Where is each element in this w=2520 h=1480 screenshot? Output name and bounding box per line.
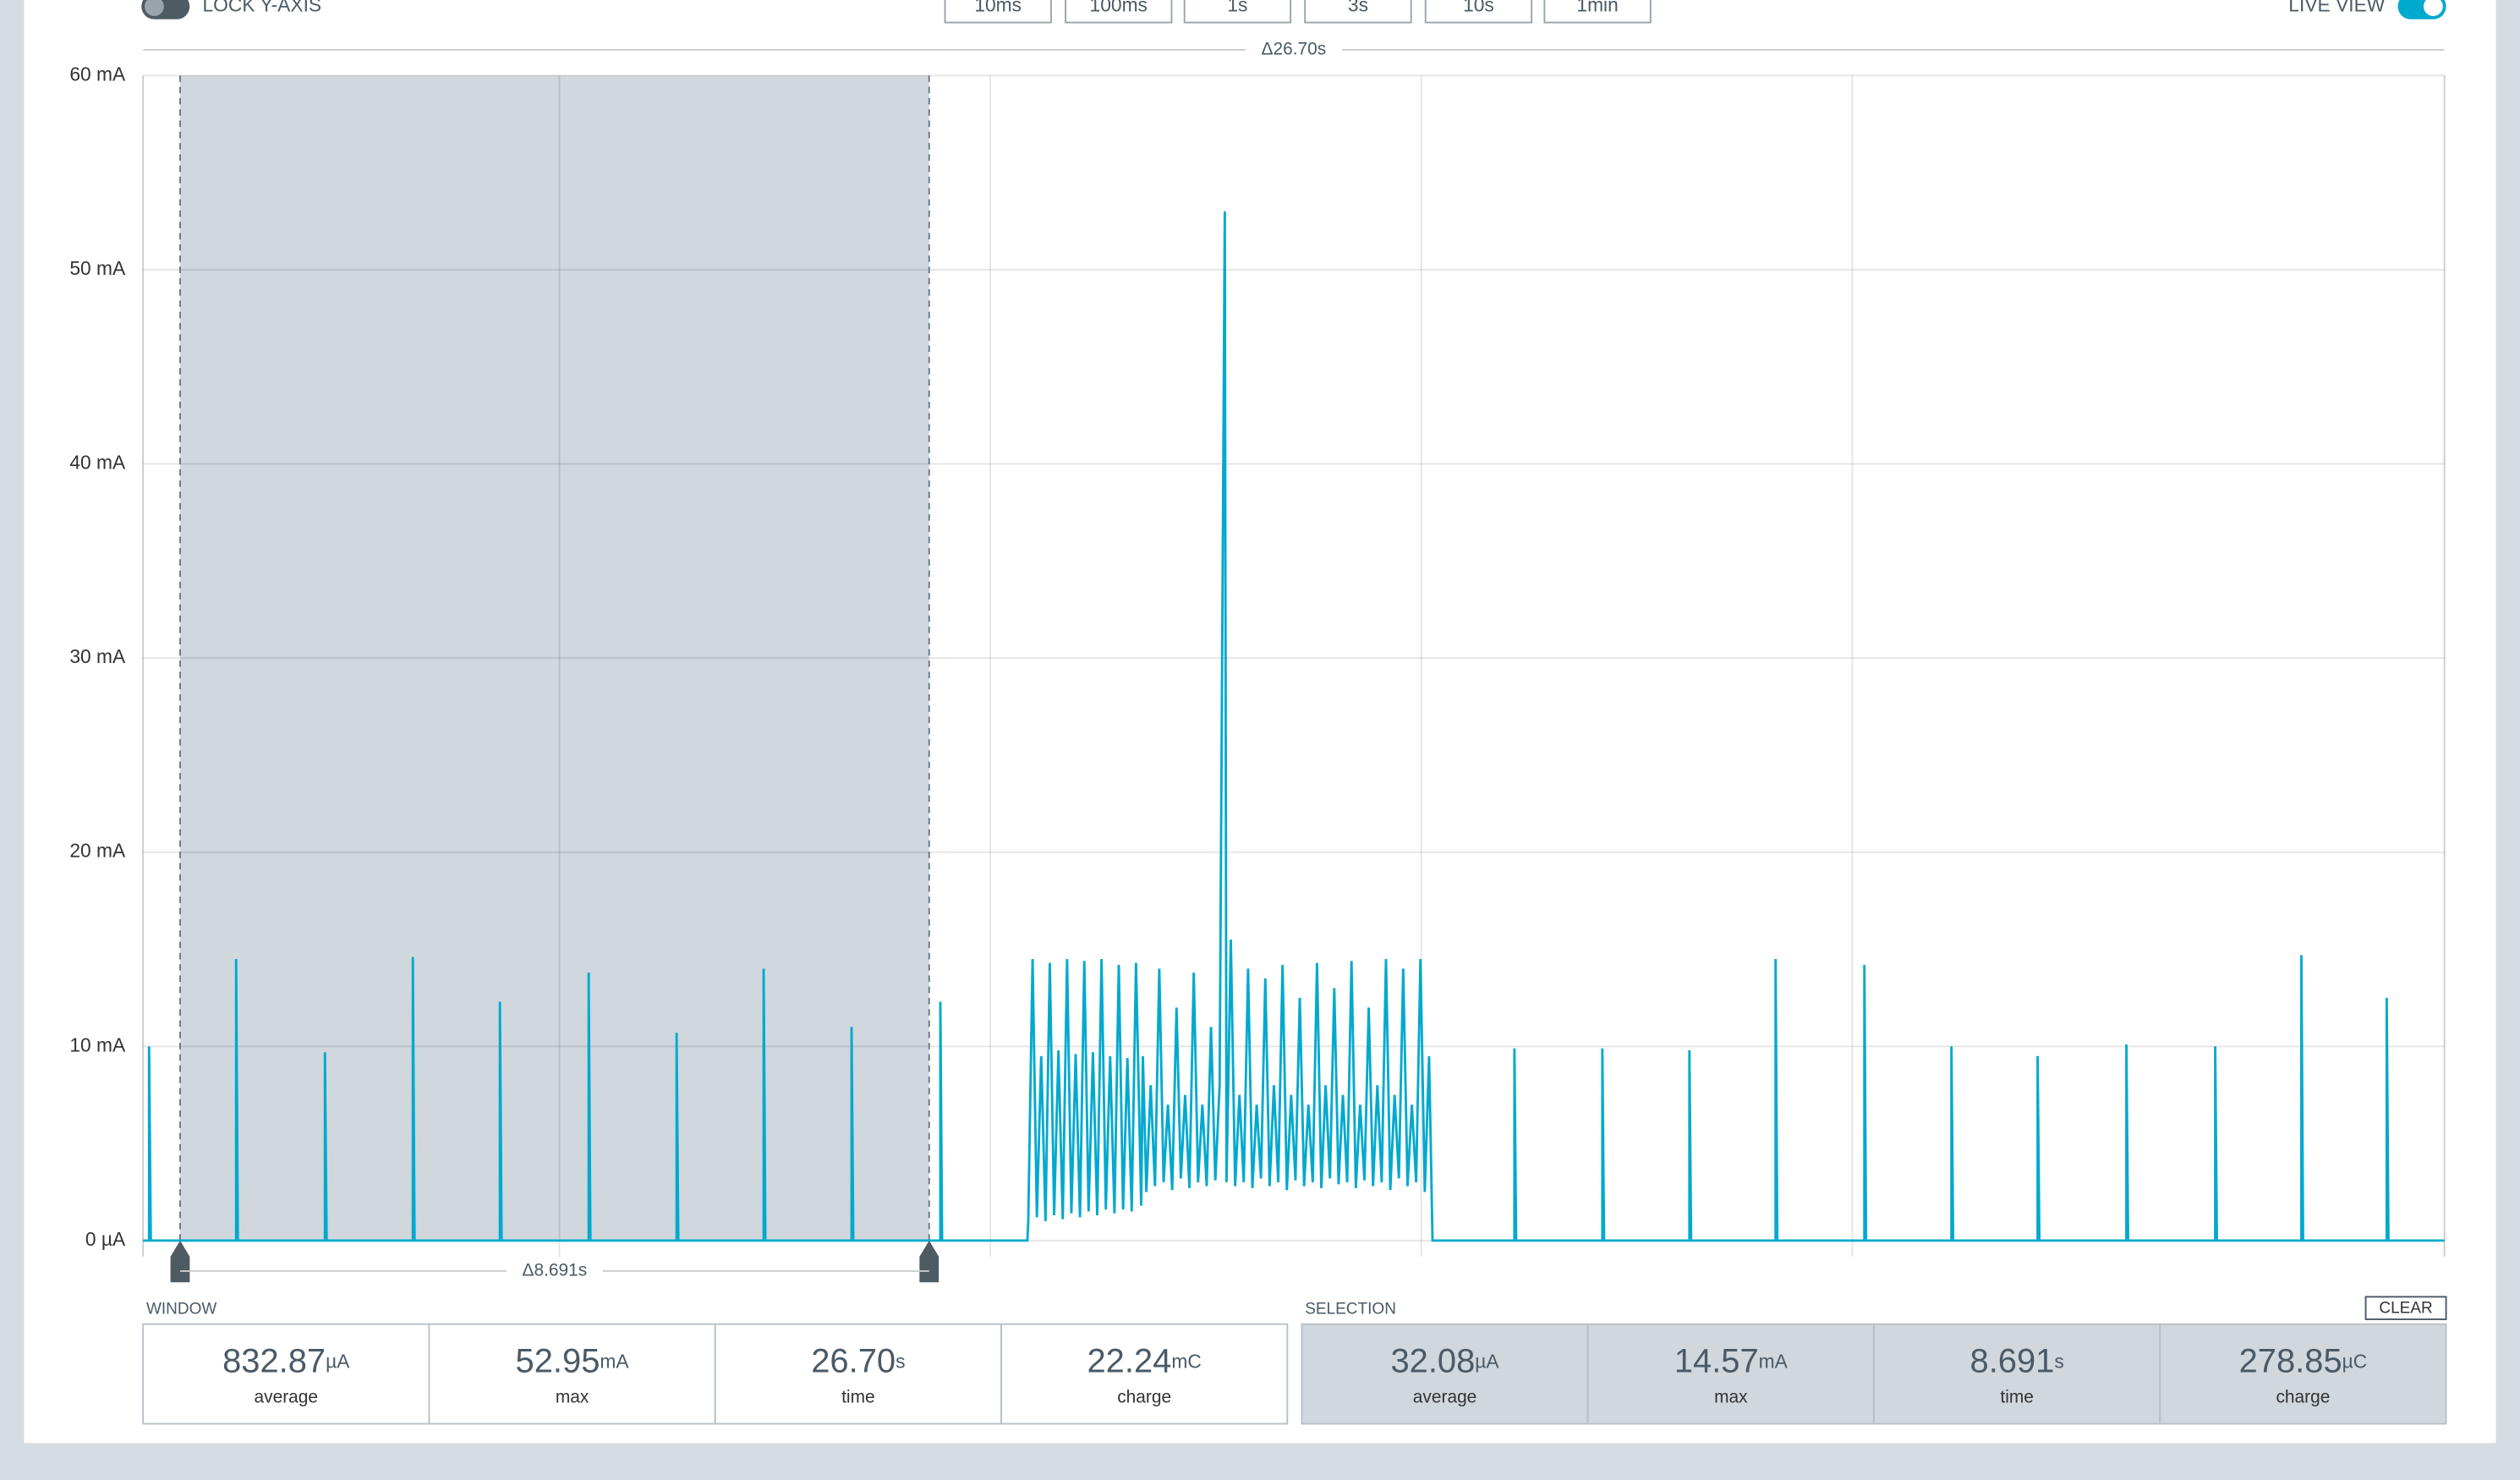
stat-number: 26.70 — [811, 1342, 896, 1379]
stat-unit: mC — [1171, 1350, 1201, 1372]
y-tick-label: 60 mA — [69, 63, 126, 85]
y-tick-label: 0 µA — [85, 1228, 126, 1250]
stat-number: 278.85 — [2239, 1342, 2342, 1379]
bracket-bg — [506, 1259, 603, 1283]
stat-value: 8.691s — [1970, 1342, 2064, 1379]
zoom-button[interactable] — [1424, 0, 1533, 24]
stat-box — [1000, 1323, 1289, 1425]
zoom-button[interactable] — [1543, 0, 1652, 24]
stat-unit: mA — [600, 1350, 629, 1372]
stat-value: 278.85µC — [2239, 1342, 2368, 1379]
y-tick-label: 50 mA — [69, 257, 126, 279]
zoom-button[interactable] — [1183, 0, 1292, 24]
stat-number: 32.08 — [1390, 1342, 1475, 1379]
stat-value: 26.70s — [811, 1342, 905, 1379]
stat-label: max — [1714, 1388, 1748, 1407]
stat-unit: µA — [326, 1350, 350, 1372]
stat-number: 14.57 — [1674, 1342, 1759, 1379]
y-tick-label: 40 mA — [69, 452, 126, 474]
stat-number: 52.95 — [516, 1342, 600, 1379]
stat-number: 832.87 — [222, 1342, 326, 1379]
zoom-label: 10ms — [974, 0, 1022, 16]
panel-title: WINDOW — [146, 1301, 216, 1318]
y-tick-label: 20 mA — [69, 840, 126, 862]
stat-label: average — [255, 1388, 319, 1407]
stat-value: 52.95mA — [516, 1342, 630, 1379]
stat-label: charge — [2276, 1388, 2330, 1407]
live-label: LIVE VIEW — [2288, 0, 2386, 16]
zoom-label: 3s — [1348, 0, 1368, 16]
stat-unit: s — [896, 1350, 905, 1372]
stat-box — [428, 1323, 716, 1425]
zoom-button[interactable] — [1065, 0, 1173, 24]
stat-label: charge — [1117, 1388, 1171, 1407]
stat-value: 14.57mA — [1674, 1342, 1789, 1379]
zoom-button[interactable] — [944, 0, 1052, 24]
current-trace — [143, 211, 2445, 1242]
zoom-label: 1min — [1576, 0, 1618, 16]
stat-label: time — [2000, 1388, 2033, 1407]
stat-unit: µC — [2342, 1350, 2368, 1372]
selection-area — [179, 75, 929, 1241]
stat-unit: mA — [1759, 1350, 1789, 1372]
toggle-knob — [145, 0, 164, 16]
lock-label: LOCK Y-AXIS — [202, 0, 321, 16]
stat-number: 8.691 — [1970, 1342, 2055, 1379]
stat-number: 22.24 — [1087, 1342, 1172, 1379]
stat-label: time — [841, 1388, 874, 1407]
zoom-label: 10s — [1463, 0, 1494, 16]
stat-unit: µA — [1475, 1350, 1499, 1372]
y-tick-label: 30 mA — [69, 645, 126, 667]
panel-title: SELECTION — [1305, 1301, 1396, 1318]
stat-value: 22.24mC — [1087, 1342, 1202, 1379]
clear-button[interactable] — [2364, 1296, 2447, 1320]
stat-unit: s — [2054, 1350, 2063, 1372]
stat-box — [2159, 1323, 2447, 1425]
selection-delta: Δ8.691s — [523, 1261, 588, 1280]
bracket-bg — [1245, 38, 1342, 62]
stat-box — [1873, 1323, 2161, 1425]
zoom-label: 100ms — [1090, 0, 1148, 16]
clear-label: CLEAR — [2379, 1300, 2432, 1318]
stat-box — [1586, 1323, 1875, 1425]
stat-value: 832.87µA — [222, 1342, 350, 1379]
stat-label: average — [1413, 1388, 1477, 1407]
y-tick-label: 10 mA — [69, 1033, 126, 1055]
zoom-button[interactable] — [1304, 0, 1412, 24]
toggle-knob — [2423, 0, 2443, 16]
stat-box — [142, 1323, 430, 1425]
window-delta: Δ26.70s — [1262, 39, 1327, 58]
stat-label: max — [556, 1388, 589, 1407]
stat-value: 32.08µA — [1390, 1342, 1499, 1379]
zoom-label: 1s — [1227, 0, 1247, 16]
